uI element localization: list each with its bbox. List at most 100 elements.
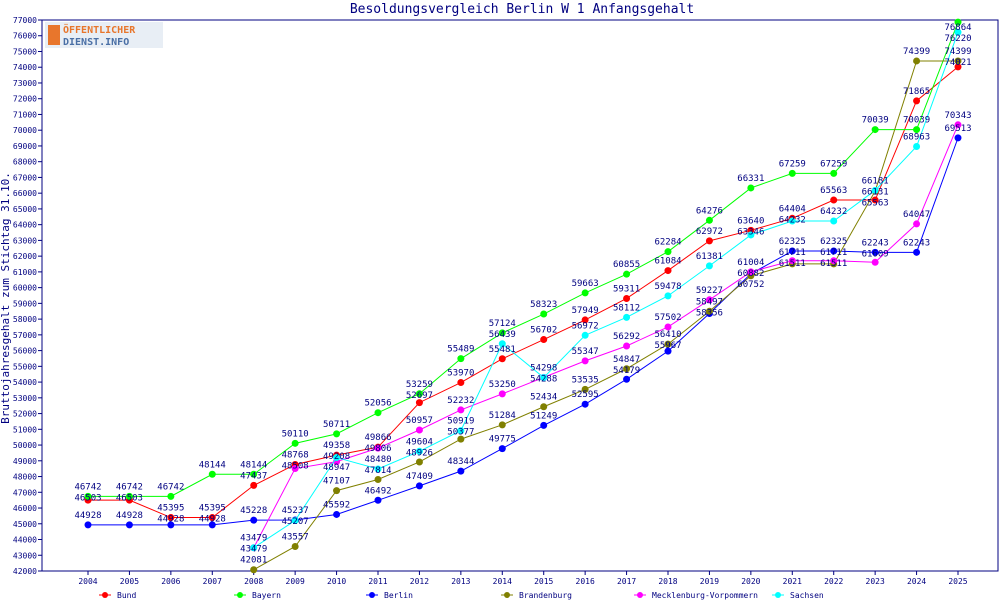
data-point xyxy=(457,467,465,475)
x-tick-label: 2020 xyxy=(741,577,760,586)
legend-label: Brandenburg xyxy=(519,591,572,600)
data-point xyxy=(208,521,216,529)
data-point xyxy=(913,97,921,105)
data-label: 56410 xyxy=(654,330,681,340)
data-point xyxy=(415,399,423,407)
x-tick-label: 2025 xyxy=(948,577,967,586)
y-tick-label: 42000 xyxy=(13,567,37,576)
data-point xyxy=(167,521,175,529)
data-label: 52595 xyxy=(572,390,599,400)
data-label: 61711 xyxy=(820,248,847,258)
data-point xyxy=(623,365,631,373)
data-point xyxy=(664,292,672,300)
data-label: 55481 xyxy=(489,345,516,355)
data-point xyxy=(415,458,423,466)
data-label: 74021 xyxy=(944,58,971,68)
data-label: 66131 xyxy=(862,187,889,197)
y-tick-label: 63000 xyxy=(13,236,37,245)
series-line-mecklenburg-vorpommern xyxy=(253,124,959,548)
data-label: 46742 xyxy=(116,482,143,492)
data-point xyxy=(457,379,465,387)
y-tick-label: 60000 xyxy=(13,284,37,293)
data-label: 76220 xyxy=(944,34,971,44)
x-tick-label: 2017 xyxy=(617,577,636,586)
data-label: 53970 xyxy=(447,369,474,379)
data-label: 51284 xyxy=(489,411,516,421)
x-tick-label: 2022 xyxy=(824,577,843,586)
data-point xyxy=(250,470,258,478)
y-tick-label: 69000 xyxy=(13,142,37,151)
data-label: 74399 xyxy=(903,47,930,57)
data-label: 60855 xyxy=(613,260,640,270)
x-tick-label: 2012 xyxy=(410,577,429,586)
data-label: 52697 xyxy=(406,391,433,401)
data-point xyxy=(705,237,713,245)
data-point xyxy=(457,406,465,414)
data-point xyxy=(830,196,838,204)
data-label: 47409 xyxy=(406,472,433,482)
data-label: 46492 xyxy=(364,486,391,496)
data-point xyxy=(664,323,672,331)
y-tick-label: 61000 xyxy=(13,268,37,277)
data-point xyxy=(333,487,341,495)
data-label: 61511 xyxy=(779,259,806,269)
data-point xyxy=(913,248,921,256)
y-tick-label: 58000 xyxy=(13,315,37,324)
data-point xyxy=(208,470,216,478)
data-label: 47437 xyxy=(240,471,267,481)
data-label: 50110 xyxy=(282,429,309,439)
data-label: 64232 xyxy=(779,215,806,225)
data-point xyxy=(374,475,382,483)
data-label: 63346 xyxy=(737,227,764,237)
data-point xyxy=(581,385,589,393)
data-point xyxy=(333,454,341,462)
data-label: 62325 xyxy=(820,237,847,247)
data-label: 57502 xyxy=(654,313,681,323)
data-label: 45207 xyxy=(282,517,309,527)
data-label: 49208 xyxy=(323,452,350,462)
data-label: 47814 xyxy=(364,466,391,476)
data-point xyxy=(954,63,962,71)
data-label: 59663 xyxy=(572,279,599,289)
data-point xyxy=(125,521,133,529)
data-label: 48144 xyxy=(199,460,226,470)
x-tick-label: 2016 xyxy=(576,577,595,586)
data-point xyxy=(457,435,465,443)
data-point xyxy=(954,134,962,142)
data-point xyxy=(498,421,506,429)
data-label: 57124 xyxy=(489,319,516,329)
data-label: 48768 xyxy=(282,450,309,460)
logo-line1: ÖFFENTLICHER xyxy=(63,22,136,36)
data-label: 55489 xyxy=(447,345,474,355)
y-tick-label: 49000 xyxy=(13,457,37,466)
data-label: 50711 xyxy=(323,420,350,430)
y-tick-label: 74000 xyxy=(13,63,37,72)
data-label: 66181 xyxy=(862,176,889,186)
data-point xyxy=(415,426,423,434)
data-label: 49866 xyxy=(364,433,391,443)
data-point xyxy=(788,169,796,177)
y-tick-label: 50000 xyxy=(13,441,37,450)
y-tick-label: 44000 xyxy=(13,536,37,545)
y-tick-label: 48000 xyxy=(13,473,37,482)
data-point xyxy=(250,516,258,524)
data-label: 67259 xyxy=(820,159,847,169)
legend-label: Sachsen xyxy=(790,591,824,600)
data-point xyxy=(913,57,921,65)
data-label: 52232 xyxy=(447,396,474,406)
data-point xyxy=(125,492,133,500)
data-point xyxy=(498,329,506,337)
y-tick-label: 56000 xyxy=(13,347,37,356)
data-label: 58323 xyxy=(530,300,557,310)
x-tick-label: 2018 xyxy=(658,577,677,586)
legend-marker xyxy=(637,592,643,598)
y-tick-label: 62000 xyxy=(13,252,37,261)
data-label: 65563 xyxy=(862,198,889,208)
y-tick-label: 57000 xyxy=(13,331,37,340)
data-point xyxy=(788,217,796,225)
data-label: 44928 xyxy=(116,511,143,521)
data-point xyxy=(664,340,672,348)
data-label: 62284 xyxy=(654,238,681,248)
data-label: 53535 xyxy=(572,375,599,385)
